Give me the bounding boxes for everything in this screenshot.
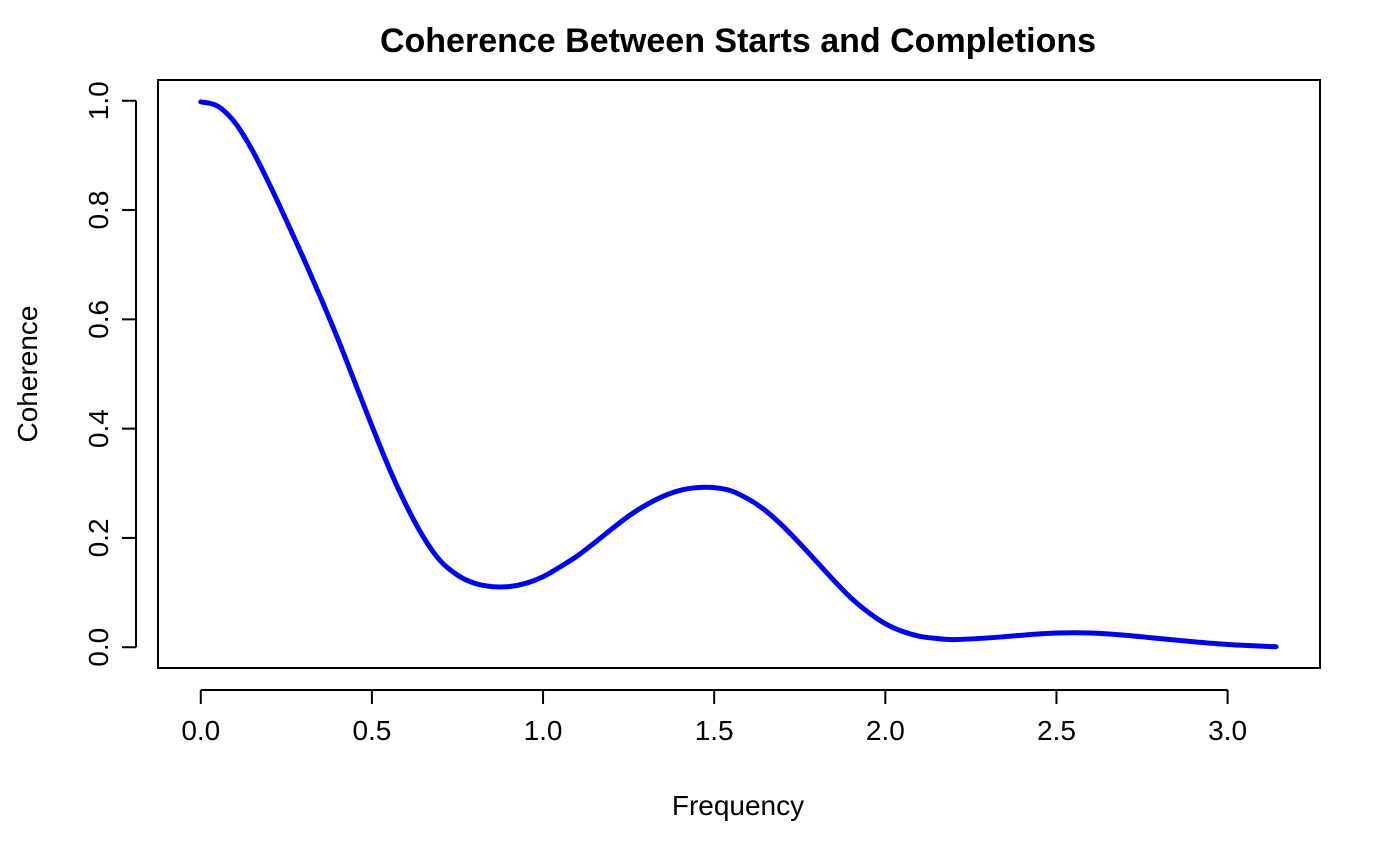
chart-title: Coherence Between Starts and Completions: [380, 22, 1096, 60]
x-tick-label: 0.5: [352, 715, 391, 746]
x-tick-label: 2.0: [866, 715, 905, 746]
x-axis-label: Frequency: [672, 790, 804, 821]
y-tick-label: 0.4: [83, 409, 114, 448]
y-tick-label: 0.8: [83, 191, 114, 230]
x-tick-label: 1.0: [524, 715, 563, 746]
x-tick-label: 0.0: [181, 715, 220, 746]
series-layer: [198, 99, 1279, 650]
x-tick-label: 1.5: [695, 715, 734, 746]
y-tick-label: 0.6: [83, 300, 114, 339]
y-tick-label: 1.0: [83, 81, 114, 120]
x-axis: 0.0 0.5 1.0 1.5 2.0 2.5 3.0: [181, 689, 1247, 746]
y-axis: 0.0 0.2 0.4 0.6 0.8 1.0: [83, 81, 137, 667]
y-tick-label: 0.2: [83, 518, 114, 557]
y-axis-label: Coherence: [12, 306, 43, 443]
series-line-0: [198, 99, 1279, 650]
x-tick-label: 3.0: [1208, 715, 1247, 746]
y-tick-label: 0.0: [83, 628, 114, 667]
plot-frame: [157, 79, 1321, 669]
x-tick-label: 2.5: [1037, 715, 1076, 746]
